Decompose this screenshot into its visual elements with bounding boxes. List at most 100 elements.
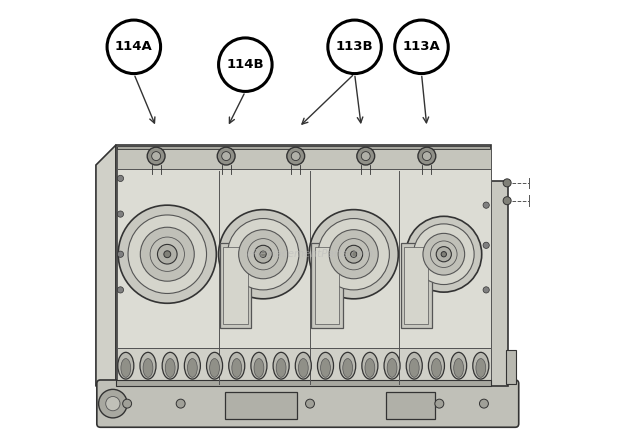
Ellipse shape [277,359,286,377]
Circle shape [435,399,444,408]
Ellipse shape [210,359,219,377]
Text: 113B: 113B [336,40,373,54]
Circle shape [328,20,381,74]
Bar [117,147,490,169]
Ellipse shape [232,359,242,377]
Circle shape [406,216,482,292]
Ellipse shape [384,352,400,379]
Ellipse shape [432,359,441,377]
Bar [220,243,251,328]
Ellipse shape [187,359,197,377]
Ellipse shape [273,352,289,379]
Circle shape [107,20,161,74]
Text: 114A: 114A [115,40,153,54]
Circle shape [483,242,489,248]
Bar [315,247,339,324]
Circle shape [418,147,436,165]
Circle shape [147,147,165,165]
Circle shape [441,252,446,257]
Bar [117,348,490,384]
Circle shape [117,287,123,293]
Ellipse shape [254,359,264,377]
Ellipse shape [340,352,356,379]
Bar [401,243,432,328]
Circle shape [140,227,194,281]
Circle shape [260,251,267,257]
Circle shape [164,251,170,258]
Circle shape [152,152,161,161]
Circle shape [176,399,185,408]
Circle shape [123,399,131,408]
Bar [116,145,490,386]
Text: 114B: 114B [226,58,264,71]
Bar [116,380,490,386]
Ellipse shape [343,359,353,377]
Circle shape [395,20,448,74]
Ellipse shape [162,352,178,379]
Ellipse shape [118,352,134,379]
Bar [117,169,490,348]
Circle shape [318,219,389,290]
Circle shape [239,230,288,279]
Ellipse shape [295,352,311,379]
Bar [386,392,435,419]
Circle shape [254,245,272,263]
Circle shape [436,247,451,262]
Ellipse shape [229,352,245,379]
Text: 113A: 113A [402,40,440,54]
Ellipse shape [387,359,397,377]
Bar [311,243,343,328]
Bar [507,350,516,384]
Ellipse shape [298,359,308,377]
Circle shape [291,152,300,161]
Ellipse shape [140,352,156,379]
Ellipse shape [317,352,334,379]
Circle shape [357,147,374,165]
Ellipse shape [362,352,378,379]
Ellipse shape [251,352,267,379]
Circle shape [287,147,304,165]
Bar [490,181,508,386]
Circle shape [306,399,314,408]
Circle shape [99,389,127,418]
Polygon shape [96,145,116,386]
Circle shape [423,233,464,275]
Circle shape [414,224,474,285]
Circle shape [219,38,272,91]
Ellipse shape [184,352,200,379]
Ellipse shape [409,359,419,377]
Ellipse shape [365,359,374,377]
Circle shape [222,152,231,161]
Ellipse shape [454,359,464,377]
Bar [223,247,247,324]
Circle shape [483,287,489,293]
Ellipse shape [428,352,445,379]
Circle shape [422,152,432,161]
Circle shape [106,396,120,411]
Bar [404,247,428,324]
Circle shape [117,251,123,257]
Ellipse shape [166,359,175,377]
Ellipse shape [406,352,422,379]
Bar [117,146,490,149]
Circle shape [479,399,489,408]
Ellipse shape [206,352,223,379]
Circle shape [219,210,308,299]
Circle shape [361,152,370,161]
Circle shape [329,230,378,279]
Circle shape [117,175,123,182]
Ellipse shape [473,352,489,379]
Circle shape [350,251,357,257]
Circle shape [503,179,511,187]
Ellipse shape [143,359,153,377]
Ellipse shape [121,359,131,377]
Ellipse shape [451,352,467,379]
Ellipse shape [321,359,330,377]
Circle shape [217,147,235,165]
Circle shape [345,245,363,263]
Ellipse shape [476,359,485,377]
Circle shape [157,244,177,264]
FancyBboxPatch shape [97,380,519,427]
Bar [225,392,296,419]
Circle shape [503,197,511,205]
